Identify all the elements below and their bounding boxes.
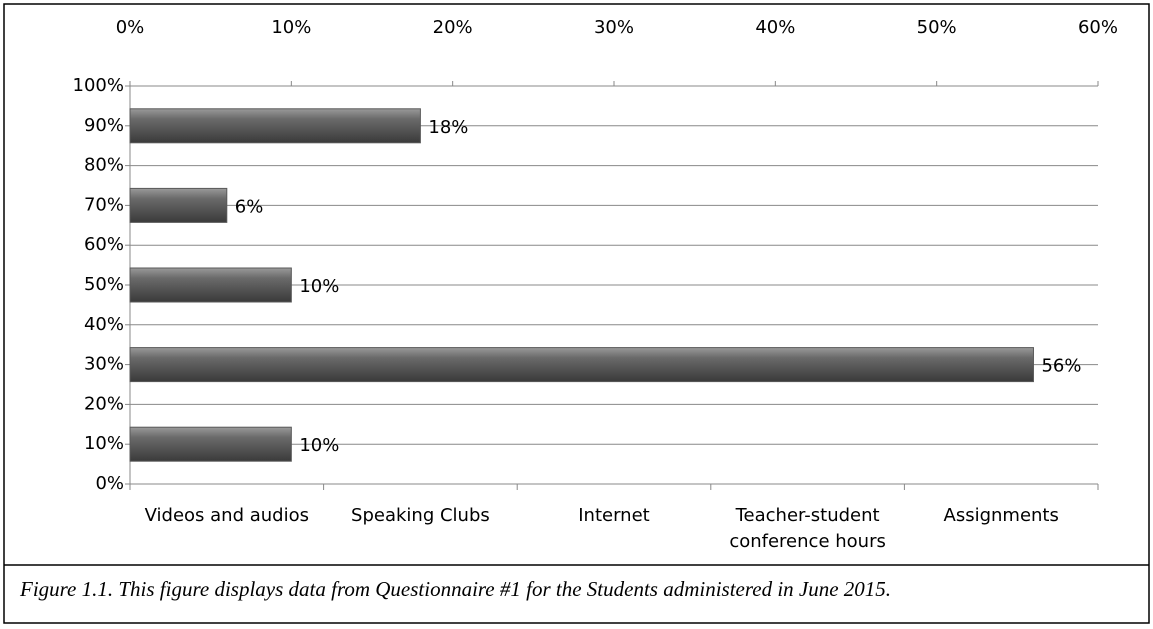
x-tick-label: 40%: [755, 17, 795, 38]
category-label: Speaking Clubs: [351, 505, 490, 526]
x-tick-label: 60%: [1078, 17, 1118, 38]
caption: Figure 1.1. This figure displays data fr…: [20, 577, 892, 601]
value-label: 56%: [1041, 356, 1081, 377]
category-label: Videos and audios: [144, 505, 309, 526]
y-tick-label: 50%: [84, 274, 124, 295]
y-tick-label: 20%: [84, 393, 124, 414]
y-tick-label: 100%: [73, 75, 124, 96]
y-tick-label: 0%: [95, 473, 124, 494]
category-label: Internet: [578, 505, 650, 526]
x-tick-label: 10%: [271, 17, 311, 38]
y-tick-label: 90%: [84, 115, 124, 136]
x-tick-label: 0%: [116, 17, 145, 38]
bar: [129, 267, 292, 303]
value-label: 10%: [299, 276, 339, 297]
frame: [3, 3, 1150, 624]
value-label: 18%: [428, 117, 468, 138]
category-label: Teacher-student conference hours: [729, 505, 886, 552]
y-tick-label: 10%: [84, 433, 124, 454]
bar: [129, 108, 421, 144]
bar: [129, 187, 228, 223]
x-tick-label: 50%: [917, 17, 957, 38]
value-label: 10%: [299, 435, 339, 456]
x-tick-label: 30%: [594, 17, 634, 38]
category-label: Assignments: [943, 505, 1059, 526]
y-tick-label: 60%: [84, 234, 124, 255]
y-tick-label: 30%: [84, 354, 124, 375]
bar: [129, 426, 292, 462]
bar: [129, 347, 1034, 383]
value-label: 6%: [235, 196, 264, 217]
y-tick-label: 40%: [84, 314, 124, 335]
x-tick-label: 20%: [433, 17, 473, 38]
y-tick-label: 80%: [84, 155, 124, 176]
y-tick-label: 70%: [84, 194, 124, 215]
